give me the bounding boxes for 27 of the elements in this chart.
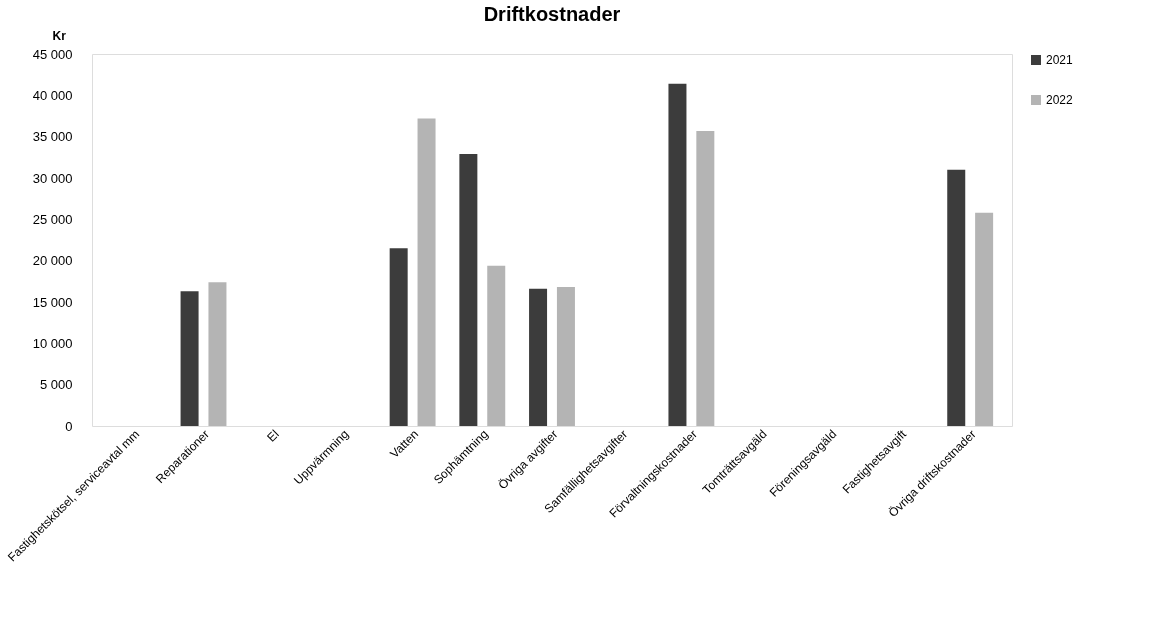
y-tick-label: 5 000: [39, 377, 73, 393]
y-tick-label: 45 000: [32, 46, 73, 62]
y-tick-label: 40 000: [32, 87, 73, 103]
bar: [180, 291, 199, 426]
bar: [975, 212, 994, 426]
y-tick-label: 15 000: [32, 294, 73, 310]
bar: [487, 265, 506, 426]
y-tick-label: 30 000: [32, 170, 73, 186]
legend-label: 2022: [1046, 93, 1074, 107]
bar: [556, 287, 575, 426]
bar: [389, 248, 408, 426]
y-tick-label: 20 000: [32, 253, 73, 269]
x-tick-label: El: [264, 427, 282, 445]
y-tick-label: 35 000: [32, 129, 73, 145]
y-tick-label: 0: [65, 418, 73, 434]
y-tick-label: 25 000: [32, 211, 73, 227]
bar: [947, 169, 966, 426]
legend-label: 2021: [1046, 53, 1074, 67]
y-tick-label: 10 000: [32, 335, 73, 351]
bar: [529, 288, 548, 426]
y-axis-title: Kr: [52, 28, 67, 43]
chart-title: Driftkostnader: [483, 3, 621, 25]
bar: [696, 130, 715, 426]
bar: [459, 154, 478, 426]
bar: [668, 83, 687, 426]
bar: [208, 282, 227, 426]
bar: [417, 118, 436, 426]
